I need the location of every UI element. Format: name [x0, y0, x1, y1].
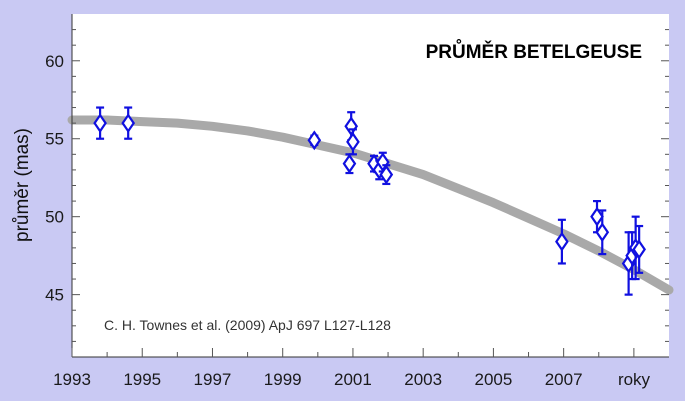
points-layer — [93, 106, 646, 296]
x-tick-label: 2001 — [334, 370, 372, 389]
y-tick-label: 50 — [45, 208, 64, 227]
diamond-marker — [346, 131, 360, 152]
citation-annotation: C. H. Townes et al. (2009) ApJ 697 L127-… — [104, 317, 391, 333]
x-tick-label: 1999 — [264, 370, 302, 389]
data-point — [379, 164, 394, 186]
diamond-marker — [632, 239, 646, 260]
y-tick-label: 60 — [45, 52, 64, 71]
y-tick-label: 55 — [45, 130, 64, 149]
x-tick-label: 1995 — [123, 370, 161, 389]
axes-layer: 45 50 55 60 1993 1995 1997 1999 2001 2003 2005 2007 — [45, 14, 669, 389]
diamond-marker — [342, 153, 357, 174]
trend-line — [67, 115, 674, 295]
data-point — [93, 106, 107, 140]
y-tick-label: 45 — [45, 286, 64, 305]
data-point — [595, 209, 610, 256]
x-tick-label: 2003 — [404, 370, 442, 389]
diamond-marker — [555, 231, 569, 252]
x-tick-label: 2007 — [545, 370, 583, 389]
diamond-marker — [595, 222, 610, 243]
diamond-marker — [93, 113, 107, 134]
chart-title: PRŮMĚR BETELGEUSE — [426, 40, 642, 63]
plot-area — [72, 14, 669, 357]
x-tick-label: 2005 — [474, 370, 512, 389]
diamond-marker — [590, 206, 604, 227]
x-axis-label: roky — [618, 370, 651, 389]
diamond-marker — [121, 113, 136, 134]
data-point — [555, 218, 569, 265]
y-axis-label: průměr (mas) — [12, 128, 33, 242]
data-point — [346, 128, 360, 156]
x-tick-label: 1993 — [53, 370, 91, 389]
data-point — [307, 130, 322, 151]
data-point — [632, 224, 646, 274]
trend-layer — [67, 115, 674, 295]
diamond-marker — [307, 130, 322, 151]
diamond-marker — [379, 164, 394, 185]
x-tick-label: 1997 — [194, 370, 232, 389]
data-point — [121, 106, 136, 140]
